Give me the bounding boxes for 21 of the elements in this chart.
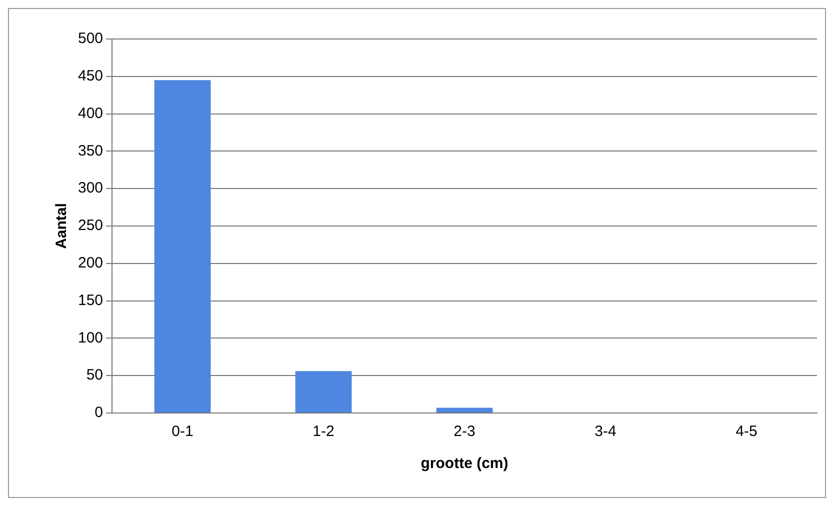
x-tick-label: 1-2 <box>312 423 334 440</box>
y-tick-label: 400 <box>78 104 104 122</box>
bar <box>295 371 352 412</box>
y-axis-title: Aantal <box>53 203 70 249</box>
y-tick-label: 50 <box>86 366 104 384</box>
x-axis-title: grootte (cm) <box>420 455 508 472</box>
y-tick-label: 0 <box>94 404 104 422</box>
y-tick-label: 150 <box>78 292 104 309</box>
x-tick-label: 4-5 <box>736 423 758 440</box>
y-tick-label: 200 <box>78 254 104 272</box>
x-tick-label: 2-3 <box>454 423 476 440</box>
x-tick-label: 3-4 <box>594 423 616 440</box>
y-tick-label: 450 <box>78 68 104 85</box>
x-tick-label: 0-1 <box>172 423 194 440</box>
y-tick-label: 100 <box>78 329 104 346</box>
y-tick-label: 350 <box>78 142 104 160</box>
y-tick-label: 500 <box>78 30 104 48</box>
bar <box>436 408 493 412</box>
y-tick-label: 300 <box>78 180 104 197</box>
y-tick-label: 250 <box>78 217 104 234</box>
bar <box>154 80 211 412</box>
